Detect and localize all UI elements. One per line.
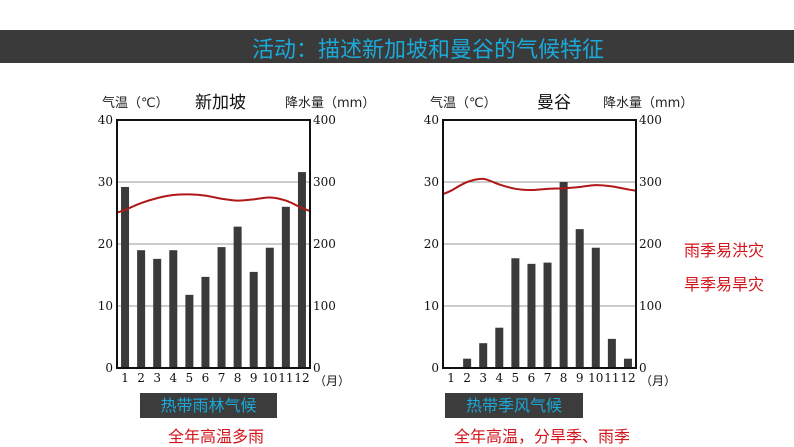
precip-bar-10 <box>591 247 600 368</box>
month-label: 1 <box>447 371 455 385</box>
right-tick-label: 0 <box>313 361 321 375</box>
precip-bar-11 <box>607 338 616 368</box>
month-label: 1 <box>121 371 129 385</box>
month-label: 7 <box>544 371 552 385</box>
month-label: 11 <box>278 371 293 385</box>
left-tick-label: 0 <box>105 361 113 375</box>
right-tick-label: 200 <box>639 237 662 251</box>
x-axis-unit: （月） <box>314 374 350 388</box>
slide-title: 活动：描述新加坡和曼谷的气候特征 <box>252 38 605 63</box>
month-label: 11 <box>604 371 619 385</box>
month-label: 9 <box>576 371 584 385</box>
plot-frame <box>116 119 311 369</box>
chart-title-bangkok: 曼谷 <box>537 93 571 113</box>
month-label: 10 <box>262 371 277 385</box>
month-label: 12 <box>620 371 635 385</box>
right-tick-label: 100 <box>313 299 336 313</box>
precip-bar-2 <box>463 358 472 368</box>
month-label: 8 <box>560 371 568 385</box>
month-label: 3 <box>153 371 161 385</box>
left-tick-label: 0 <box>431 361 439 375</box>
note-flood: 雨季易洪灾 <box>684 241 765 260</box>
right-tick-label: 0 <box>639 361 647 375</box>
month-label: 4 <box>169 371 177 385</box>
feature-singapore: 全年高温多雨 <box>168 427 265 446</box>
month-label: 12 <box>294 371 309 385</box>
precip-axis-label-bangkok: 降水量（mm） <box>603 96 694 111</box>
right-tick-label: 300 <box>313 175 336 189</box>
month-label: 10 <box>588 371 603 385</box>
left-tick-label: 20 <box>98 237 113 251</box>
precip-bar-12 <box>623 358 632 368</box>
note-drought: 旱季易旱灾 <box>684 275 765 294</box>
left-tick-label: 30 <box>424 175 439 189</box>
month-label: 6 <box>528 371 536 385</box>
precip-bar-10 <box>265 247 274 368</box>
month-label: 2 <box>463 371 471 385</box>
month-label: 9 <box>250 371 258 385</box>
right-tick-label: 200 <box>313 237 336 251</box>
title-bar: 活动：描述新加坡和曼谷的气候特征 <box>0 30 794 63</box>
precip-axis-label-singapore: 降水量（mm） <box>285 96 376 111</box>
temp-axis-label-singapore: 气温（℃） <box>102 96 169 111</box>
month-label: 2 <box>137 371 145 385</box>
plot-frame <box>442 119 637 369</box>
precip-bar-5 <box>511 258 520 368</box>
climate-type-label-singapore: 热带雨林气候 <box>140 393 277 418</box>
precip-bar-8 <box>233 226 242 368</box>
x-axis-unit: （月） <box>640 374 676 388</box>
precip-bar-9 <box>575 229 584 368</box>
precip-bar-5 <box>185 294 194 368</box>
right-tick-label: 400 <box>639 113 662 127</box>
precip-bar-2 <box>137 250 146 368</box>
precip-bar-4 <box>169 250 178 368</box>
right-tick-label: 100 <box>639 299 662 313</box>
left-tick-label: 10 <box>98 299 113 313</box>
precip-bar-3 <box>153 258 162 368</box>
month-label: 6 <box>202 371 210 385</box>
month-label: 8 <box>234 371 242 385</box>
month-label: 4 <box>495 371 503 385</box>
month-label: 5 <box>186 371 194 385</box>
left-tick-label: 30 <box>98 175 113 189</box>
temperature-line <box>116 193 311 214</box>
precip-bar-1 <box>121 186 130 368</box>
precip-bar-7 <box>543 262 552 368</box>
chart-title-singapore: 新加坡 <box>195 93 246 113</box>
temp-axis-label-bangkok: 气温（℃） <box>430 96 497 111</box>
precip-bar-8 <box>559 182 568 368</box>
month-label: 7 <box>218 371 226 385</box>
feature-bangkok: 全年高温，分旱季、雨季 <box>454 427 631 446</box>
left-tick-label: 40 <box>424 113 439 127</box>
precip-bar-12 <box>297 172 306 368</box>
left-tick-label: 20 <box>424 237 439 251</box>
right-tick-label: 300 <box>639 175 662 189</box>
precip-bar-7 <box>217 247 226 368</box>
precip-bar-3 <box>479 343 488 368</box>
temperature-line <box>442 177 637 196</box>
precip-bar-4 <box>495 327 504 368</box>
precip-bar-11 <box>281 206 290 368</box>
left-tick-label: 40 <box>98 113 113 127</box>
right-tick-label: 400 <box>313 113 336 127</box>
precip-bar-6 <box>201 276 210 368</box>
month-label: 3 <box>479 371 487 385</box>
month-label: 5 <box>512 371 520 385</box>
left-tick-label: 10 <box>424 299 439 313</box>
precip-bar-6 <box>527 263 536 368</box>
precip-bar-9 <box>249 271 258 368</box>
climate-type-label-bangkok: 热带季风气候 <box>445 393 583 418</box>
